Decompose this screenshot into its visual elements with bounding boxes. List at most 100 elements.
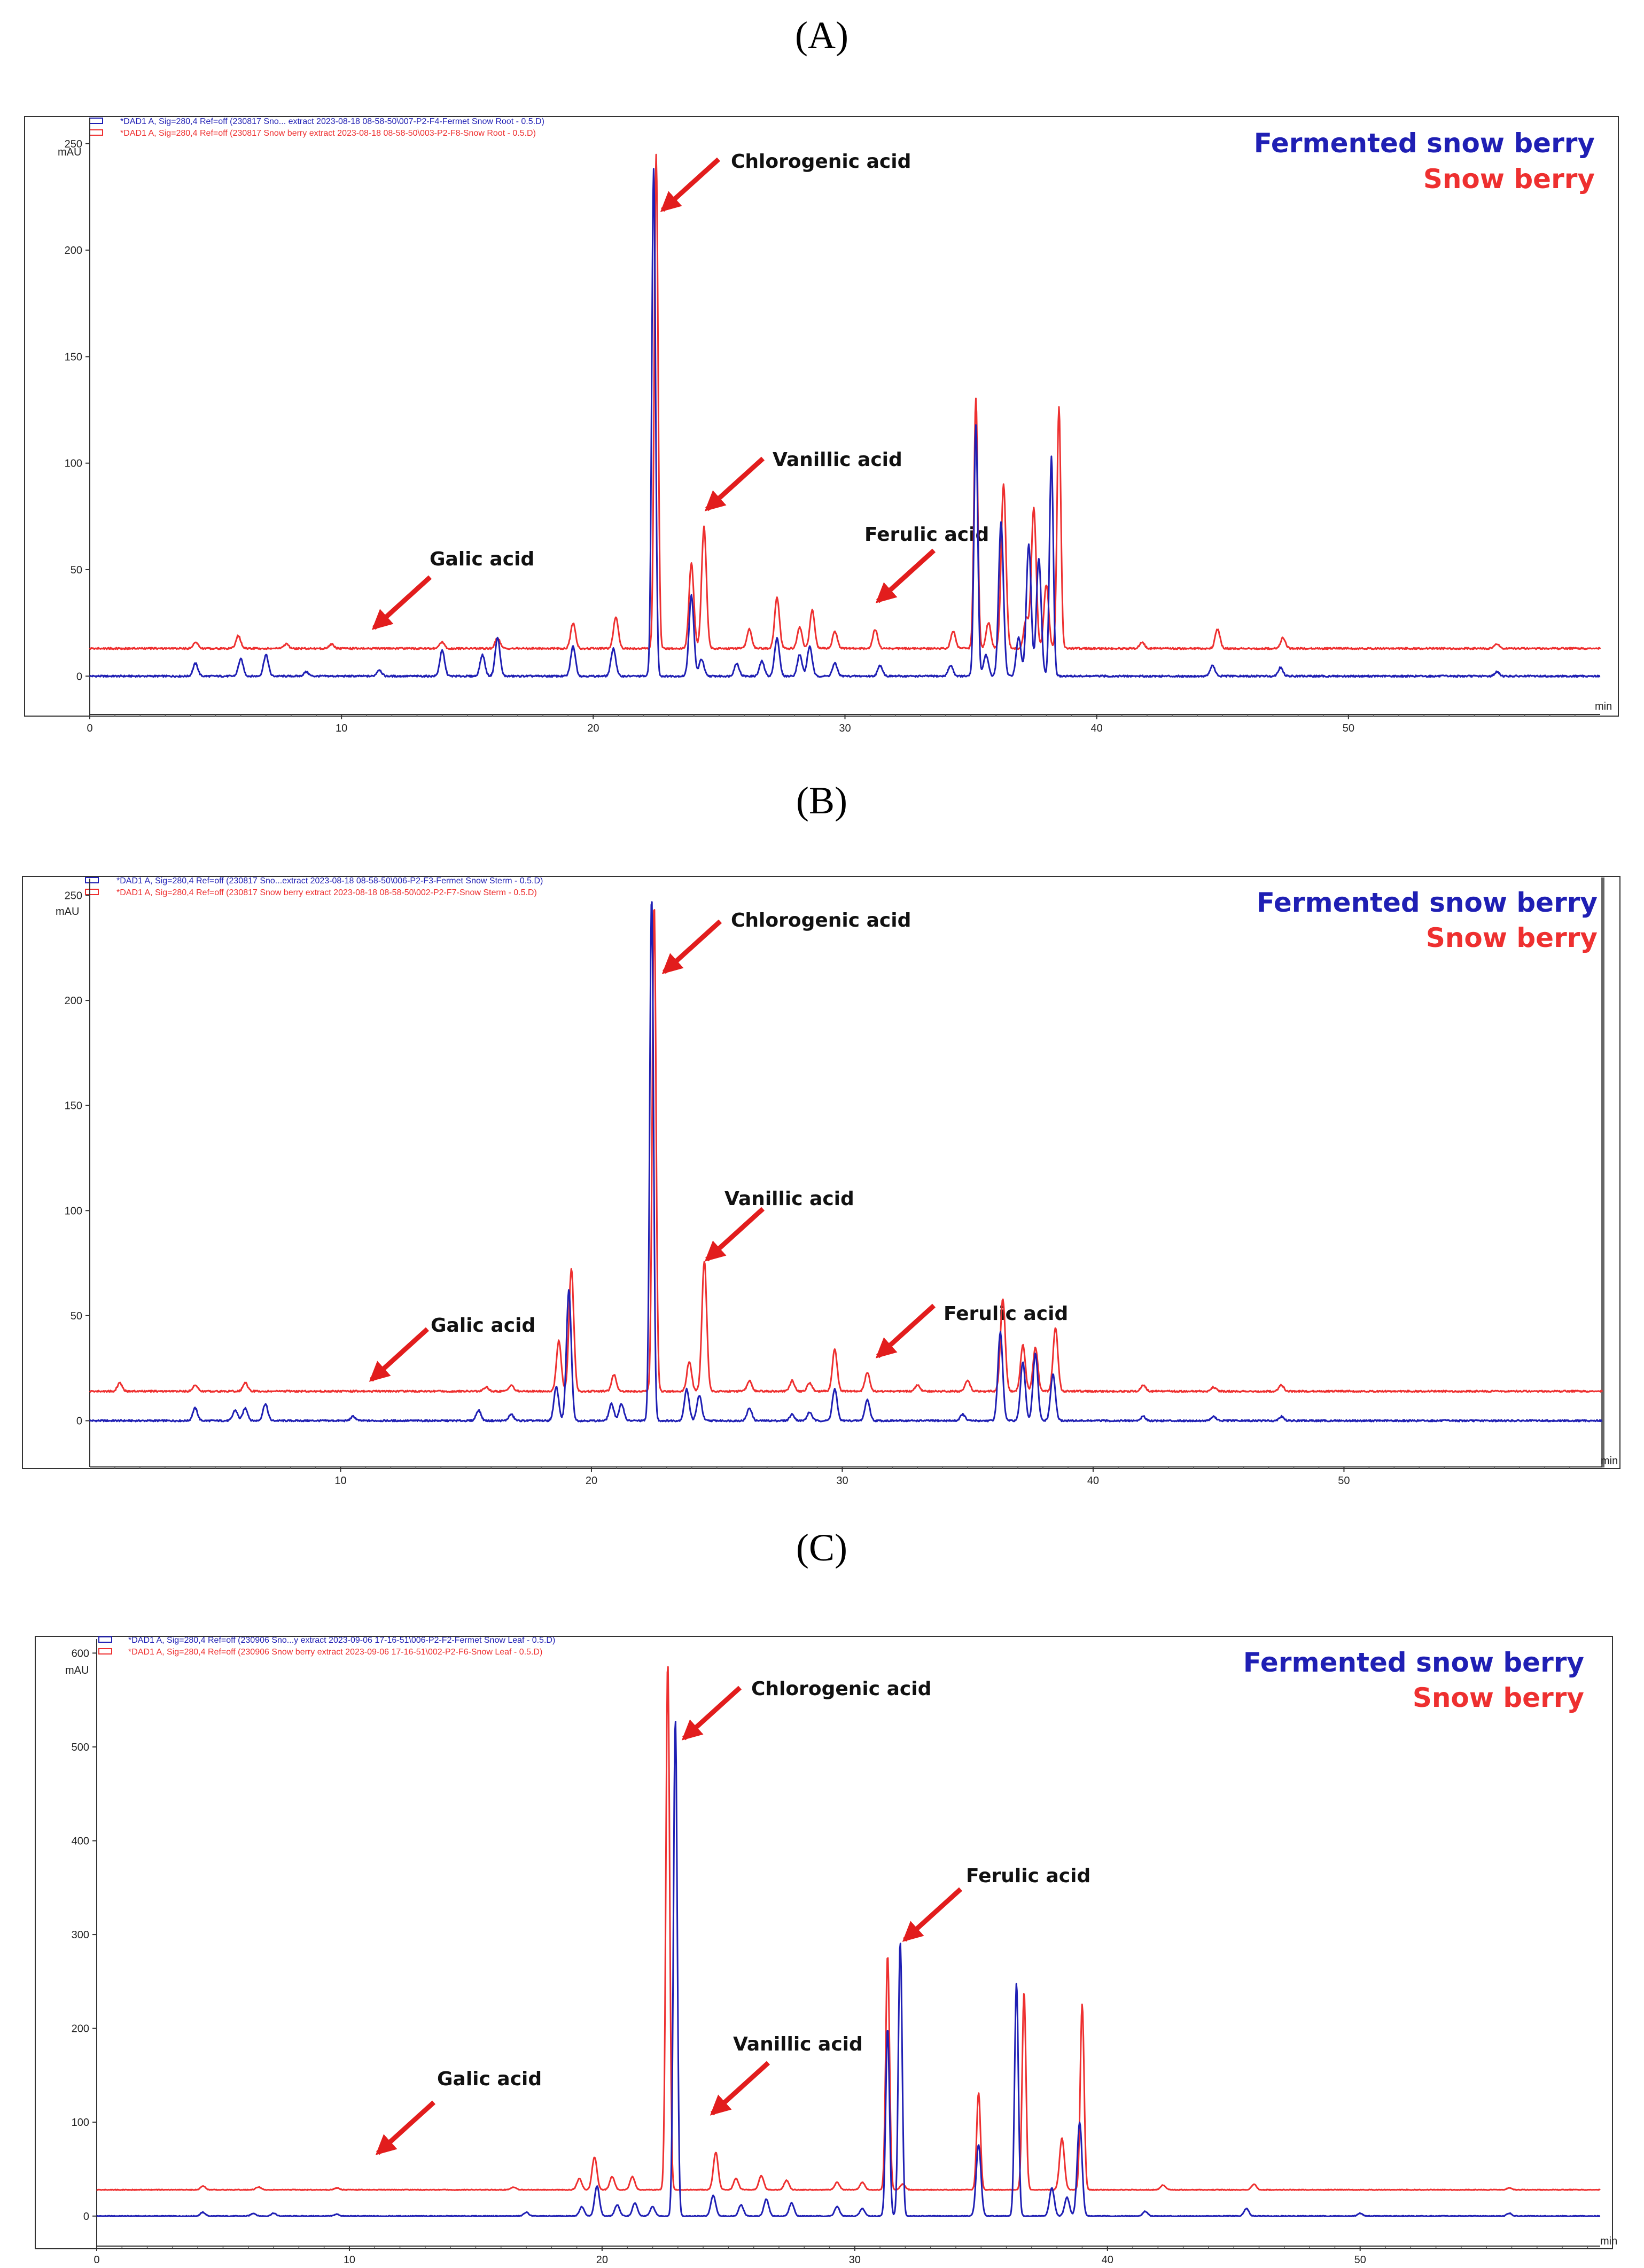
signal-swatch-red: [85, 889, 99, 895]
x-tick-label: 50: [1354, 2254, 1366, 2266]
chart-frame: [22, 876, 1620, 1469]
chart-frame: [35, 1636, 1613, 2249]
signal-swatch-blue: [98, 1636, 112, 1643]
y-tick-label: 150: [65, 351, 82, 363]
panel-label: (A): [795, 14, 848, 57]
annotation-galic-acid: Galic acid: [431, 1315, 535, 1337]
x-tick-label: 10: [344, 2254, 355, 2266]
legend-snow: Snow berry: [1413, 1682, 1584, 1713]
annotation-chlorogenic-acid: Chlorogenic acid: [731, 910, 911, 931]
signal-swatch-blue: [89, 118, 103, 124]
x-tick-label: 10: [334, 1475, 346, 1487]
arrow-galic-acid: [375, 2100, 436, 2155]
x-tick-label: 50: [1338, 1475, 1350, 1487]
signal-swatch-red: [89, 129, 103, 136]
x-axis-label: min: [1595, 701, 1612, 712]
y-tick-label: 300: [72, 1929, 89, 1941]
annotation-chlorogenic-acid: Chlorogenic acid: [751, 1678, 931, 1700]
signal-name-fermented: *DAD1 A, Sig=280,4 Ref=off (230817 Sno..…: [116, 876, 543, 886]
signal-name-snow: *DAD1 A, Sig=280,4 Ref=off (230906 Snow …: [128, 1648, 542, 1657]
x-tick-label: 40: [1091, 723, 1103, 734]
x-axis-label: min: [1600, 2235, 1617, 2247]
arrow-galic-acid: [369, 1327, 430, 1382]
legend-fermented: Fermented snow berry: [1257, 887, 1598, 918]
y-tick-label: 150: [65, 1100, 82, 1112]
legend-snow: Snow berry: [1423, 164, 1595, 195]
x-tick-label: 30: [839, 723, 851, 734]
y-tick-label: 200: [65, 245, 82, 257]
y-tick-label: 250: [65, 890, 82, 902]
y-axis-label: mAU: [65, 1665, 89, 1676]
x-axis-label: min: [1601, 1455, 1618, 1467]
annotation-ferulic-acid: Ferulic acid: [966, 1865, 1090, 1887]
arrow-vanillic-acid: [704, 1207, 765, 1262]
x-tick-label: 20: [596, 2254, 608, 2266]
x-tick-label: 50: [1343, 723, 1354, 734]
series-fermented-snow-berry: [89, 901, 1603, 1423]
y-tick-label: 100: [65, 1205, 82, 1217]
x-tick-label: 40: [1087, 1475, 1099, 1487]
legend-snow: Snow berry: [1426, 922, 1598, 953]
y-tick-label: 100: [72, 2117, 89, 2129]
signal-swatch-red: [98, 1648, 112, 1655]
arrow-galic-acid: [371, 575, 432, 630]
y-tick-label: 600: [72, 1648, 89, 1659]
y-tick-label: 100: [65, 458, 82, 470]
y-tick-label: 50: [71, 564, 82, 576]
y-tick-label: 500: [72, 1742, 89, 1753]
y-tick-label: 200: [65, 995, 82, 1007]
y-tick-label: 250: [65, 138, 82, 150]
y-axis-label: mAU: [56, 906, 79, 918]
arrow-vanillic-acid: [704, 456, 765, 511]
chart-panel-a: (A) *DAD1 A, Sig=280,4 Ref=off (230817 S…: [24, 14, 1619, 734]
x-tick-label: 0: [87, 723, 92, 734]
arrow-ferulic-acid: [875, 1303, 936, 1358]
panel-label: (C): [796, 1526, 847, 1569]
y-tick-label: 0: [83, 2211, 89, 2223]
signal-name-snow: *DAD1 A, Sig=280,4 Ref=off (230817 Snow …: [120, 129, 536, 138]
panel-label: (B): [796, 779, 847, 822]
legend-fermented: Fermented snow berry: [1254, 128, 1595, 159]
annotation-galic-acid: Galic acid: [430, 548, 534, 570]
x-tick-label: 10: [336, 723, 347, 734]
y-tick-label: 0: [76, 1415, 82, 1427]
annotation-galic-acid: Galic acid: [437, 2068, 542, 2090]
x-tick-label: 30: [836, 1475, 848, 1487]
series-snow-berry: [96, 1666, 1601, 2191]
arrow-chlorogenic-acid: [661, 919, 722, 974]
signal-swatch-blue: [85, 877, 99, 883]
y-tick-label: 0: [76, 671, 82, 682]
annotation-vanillic-acid: Vanillic acid: [724, 1188, 854, 1210]
arrow-ferulic-acid: [875, 548, 936, 603]
x-tick-label: 0: [94, 2254, 99, 2266]
legend-fermented: Fermented snow berry: [1243, 1647, 1584, 1678]
series-snow-berry: [89, 909, 1603, 1393]
arrow-ferulic-acid: [902, 1887, 963, 1942]
y-tick-label: 200: [72, 2023, 89, 2035]
chart-panel-b: (B) *DAD1 A, Sig=280,4 Ref=off (230817 S…: [22, 779, 1620, 1487]
x-tick-label: 20: [587, 723, 599, 734]
annotation-vanillic-acid: Vanillic acid: [773, 449, 902, 471]
x-tick-label: 40: [1102, 2254, 1113, 2266]
annotation-ferulic-acid: Ferulic acid: [864, 524, 989, 546]
chart-frame: [24, 116, 1619, 717]
y-tick-label: 400: [72, 1835, 89, 1847]
signal-name-fermented: *DAD1 A, Sig=280,4 Ref=off (230817 Sno..…: [120, 117, 544, 126]
x-tick-label: 30: [849, 2254, 861, 2266]
arrow-vanillic-acid: [710, 2061, 770, 2116]
series-fermented-snow-berry: [89, 168, 1601, 678]
y-axis-label: mAU: [58, 146, 81, 158]
annotation-vanillic-acid: Vanillic acid: [733, 2033, 863, 2055]
annotation-chlorogenic-acid: Chlorogenic acid: [731, 151, 911, 173]
annotation-ferulic-acid: Ferulic acid: [944, 1303, 1068, 1325]
series-fermented-snow-berry: [96, 1721, 1601, 2217]
series-snow-berry: [89, 153, 1601, 650]
x-tick-label: 20: [586, 1475, 597, 1487]
chart-panel-c: (C) *DAD1 A, Sig=280,4 Ref=off (230906 S…: [35, 1526, 1617, 2266]
signal-name-snow: *DAD1 A, Sig=280,4 Ref=off (230817 Snow …: [116, 888, 537, 897]
arrow-chlorogenic-acid: [660, 157, 721, 212]
y-tick-label: 50: [71, 1310, 82, 1322]
signal-name-fermented: *DAD1 A, Sig=280,4 Ref=off (230906 Sno..…: [128, 1636, 555, 1645]
arrow-chlorogenic-acid: [681, 1686, 742, 1741]
